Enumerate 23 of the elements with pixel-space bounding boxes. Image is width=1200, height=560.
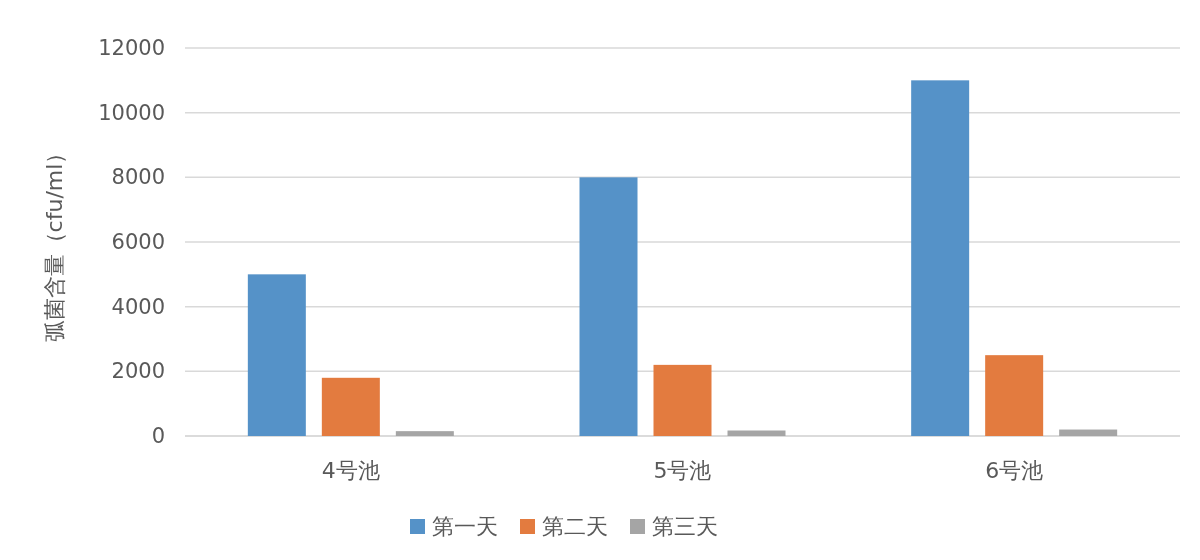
y-tick-label: 2000 (111, 359, 165, 384)
bar (579, 177, 638, 436)
bar (653, 364, 712, 436)
y-tick-label: 12000 (98, 36, 165, 60)
legend-label: 第三天 (652, 514, 718, 539)
bar (321, 377, 380, 436)
legend-label: 第二天 (542, 514, 608, 539)
x-tick-label: 5号池 (653, 458, 712, 483)
y-tick-label: 0 (151, 424, 165, 448)
x-tick-label: 6号池 (985, 458, 1044, 483)
bar (1059, 429, 1118, 436)
x-tick-label: 4号池 (321, 458, 380, 483)
y-tick-label: 4000 (111, 294, 165, 319)
bar (247, 274, 306, 436)
bar (727, 430, 786, 436)
legend-label: 第一天 (432, 514, 498, 539)
y-axis-title: 弧菌含量（cfu/ml） (42, 141, 67, 343)
bar (395, 431, 454, 436)
bar (911, 80, 970, 436)
y-tick-label: 10000 (98, 100, 165, 125)
y-tick-label: 6000 (111, 230, 165, 254)
bar (985, 355, 1044, 436)
y-tick-label: 8000 (111, 165, 165, 190)
